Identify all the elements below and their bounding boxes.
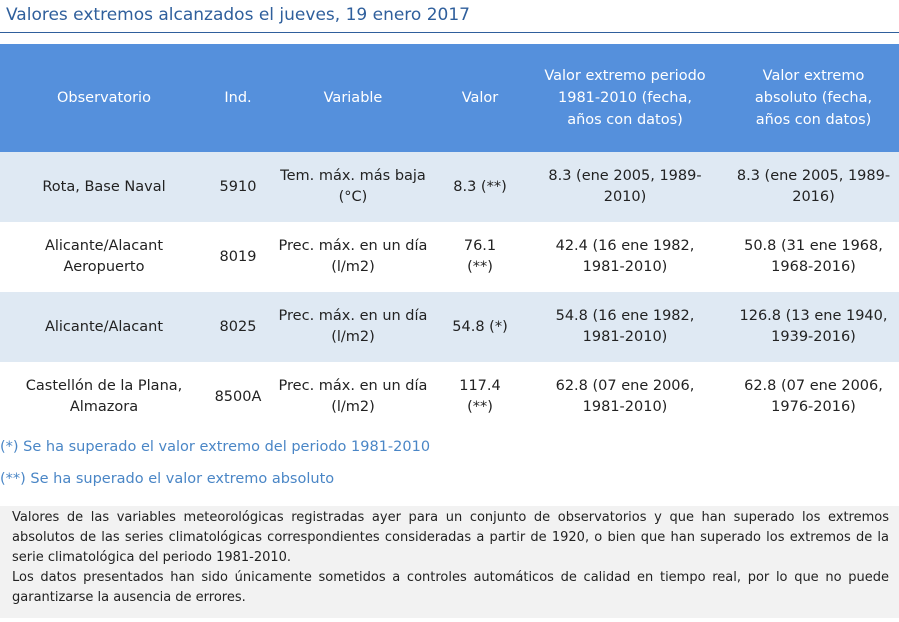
column-header-observatorio: Observatorio	[0, 44, 208, 152]
table-row: Castellón de la Plana, Almazora 8500A Pr…	[0, 362, 899, 432]
footnote-absoluto: (**) Se ha superado el valor extremo abs…	[0, 471, 335, 487]
column-header-valor: Valor	[438, 44, 522, 152]
table-row: Alicante/Alacant Aeropuerto 8019 Prec. m…	[0, 222, 899, 292]
table-row: Alicante/Alacant 8025 Prec. máx. en un d…	[0, 292, 899, 362]
cell-ind: 8500A	[208, 362, 268, 432]
cell-absoluto: 50.8 (31 ene 1968, 1968-2016)	[728, 222, 899, 292]
description-paragraph: Los datos presentados han sido únicament…	[12, 570, 889, 605]
cell-absoluto: 126.8 (13 ene 1940, 1939-2016)	[728, 292, 899, 362]
cell-ind: 8019	[208, 222, 268, 292]
cell-absoluto: 62.8 (07 ene 2006, 1976-2016)	[728, 362, 899, 432]
cell-periodo: 54.8 (16 ene 1982, 1981-2010)	[522, 292, 728, 362]
column-header-periodo: Valor extremo periodo 1981-2010 (fecha, …	[522, 44, 728, 152]
column-header-variable: Variable	[268, 44, 438, 152]
cell-observatorio: Alicante/Alacant	[0, 292, 208, 362]
cell-variable: Prec. máx. en un día (l/m2)	[268, 292, 438, 362]
cell-valor: 54.8 (*)	[438, 292, 522, 362]
cell-valor: 8.3 (**)	[438, 152, 522, 222]
cell-variable: Tem. máx. más baja (°C)	[268, 152, 438, 222]
cell-observatorio: Rota, Base Naval	[0, 152, 208, 222]
cell-observatorio: Alicante/Alacant Aeropuerto	[0, 222, 208, 292]
cell-valor: 117.4 (**)	[438, 362, 522, 432]
column-header-absoluto: Valor extremo absoluto (fecha, años con …	[728, 44, 899, 152]
description-paragraph: Valores de las variables meteorológicas …	[12, 510, 889, 565]
cell-ind: 8025	[208, 292, 268, 362]
cell-observatorio: Castellón de la Plana, Almazora	[0, 362, 208, 432]
footnote-periodo: (*) Se ha superado el valor extremo del …	[0, 439, 431, 455]
cell-periodo: 42.4 (16 ene 1982, 1981-2010)	[522, 222, 728, 292]
cell-absoluto: 8.3 (ene 2005, 1989-2016)	[728, 152, 899, 222]
extremes-table: Observatorio Ind. Variable Valor Valor e…	[0, 44, 899, 432]
title-bar: Valores extremos alcanzados el jueves, 1…	[0, 0, 899, 33]
column-header-ind: Ind.	[208, 44, 268, 152]
cell-periodo: 8.3 (ene 2005, 1989-2010)	[522, 152, 728, 222]
table-header-row: Observatorio Ind. Variable Valor Valor e…	[0, 44, 899, 152]
cell-variable: Prec. máx. en un día (l/m2)	[268, 222, 438, 292]
cell-ind: 5910	[208, 152, 268, 222]
cell-periodo: 62.8 (07 ene 2006, 1981-2010)	[522, 362, 728, 432]
cell-valor: 76.1 (**)	[438, 222, 522, 292]
description-box: Valores de las variables meteorológicas …	[0, 506, 899, 618]
table-row: Rota, Base Naval 5910 Tem. máx. más baja…	[0, 152, 899, 222]
page-title: Valores extremos alcanzados el jueves, 1…	[6, 5, 470, 25]
cell-variable: Prec. máx. en un día (l/m2)	[268, 362, 438, 432]
